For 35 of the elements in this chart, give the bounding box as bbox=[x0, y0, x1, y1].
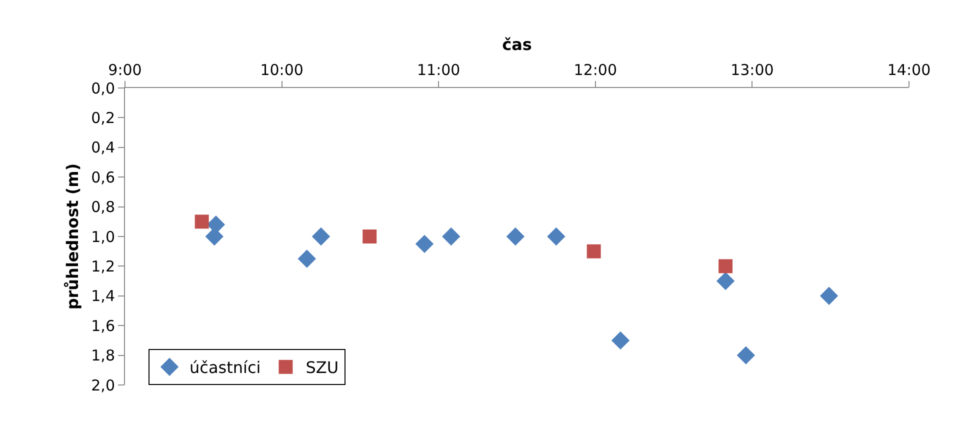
y-tick-label: 0,6 bbox=[91, 168, 115, 186]
point bbox=[586, 244, 601, 258]
point bbox=[415, 234, 434, 254]
y-tick-label: 1,2 bbox=[91, 257, 115, 276]
x-tick-label: 14:00 bbox=[887, 61, 931, 79]
y-tick-label: 0,8 bbox=[91, 198, 115, 216]
legend-label: SZU bbox=[306, 358, 339, 378]
legend-label: účastníci bbox=[190, 358, 261, 378]
y-tick-label: 1,0 bbox=[91, 228, 115, 246]
point bbox=[820, 286, 838, 305]
y-tick-label: 0,0 bbox=[91, 79, 115, 98]
x-tick-label: 11:00 bbox=[416, 61, 460, 79]
y-tick-label: 0,4 bbox=[91, 138, 115, 157]
y-tick-label: 1,6 bbox=[91, 316, 115, 335]
x-axis-title: čas bbox=[502, 34, 532, 54]
point bbox=[298, 250, 316, 268]
point bbox=[506, 227, 525, 246]
y-tick-label: 2,0 bbox=[91, 376, 115, 394]
point bbox=[362, 230, 377, 244]
y-tick-label: 0,2 bbox=[91, 108, 115, 127]
point bbox=[547, 227, 566, 246]
point bbox=[312, 227, 330, 246]
point bbox=[736, 346, 756, 364]
x-tick-label: 12:00 bbox=[574, 61, 618, 79]
x-tick-label: 13:00 bbox=[730, 61, 774, 79]
x-tick-label: 9:00 bbox=[108, 61, 142, 79]
y-tick-label: 1,8 bbox=[91, 346, 115, 365]
point bbox=[716, 272, 735, 290]
point bbox=[718, 259, 733, 274]
point bbox=[442, 227, 460, 246]
x-tick-label: 10:00 bbox=[260, 61, 304, 79]
y-tick-label: 1,4 bbox=[91, 287, 115, 306]
point bbox=[194, 214, 209, 229]
point bbox=[611, 331, 630, 350]
y-axis-title: průhlednost (m) bbox=[63, 163, 82, 310]
